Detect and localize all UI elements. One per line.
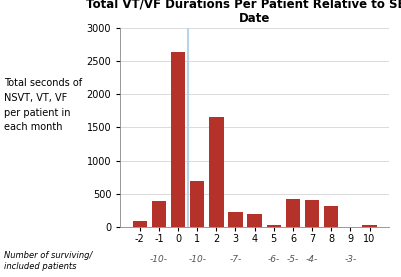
Bar (190, 181, 205, 227)
Bar (247, 214, 262, 227)
Text: -4-: -4- (306, 255, 318, 264)
Bar (324, 206, 338, 227)
Bar (171, 52, 185, 227)
Text: -10-: -10- (188, 255, 206, 264)
Bar (228, 212, 243, 227)
Bar (363, 225, 377, 227)
Text: -6-: -6- (267, 255, 280, 264)
Text: -5-: -5- (287, 255, 299, 264)
Text: Number of surviving/
included patients: Number of surviving/ included patients (4, 251, 92, 271)
Bar (286, 199, 300, 227)
Text: -3-: -3- (344, 255, 356, 264)
Title: Total VT/VF Durations Per Patient Relative to SBRT
Date: Total VT/VF Durations Per Patient Relati… (86, 0, 401, 25)
Text: Total seconds of
NSVT, VT, VF
per patient in
each month: Total seconds of NSVT, VT, VF per patien… (4, 78, 82, 132)
Bar (267, 225, 281, 227)
Text: -7-: -7- (229, 255, 242, 264)
Text: -10-: -10- (150, 255, 168, 264)
Bar (209, 117, 223, 227)
Bar (152, 201, 166, 227)
Bar (305, 199, 319, 227)
Bar (132, 222, 147, 227)
